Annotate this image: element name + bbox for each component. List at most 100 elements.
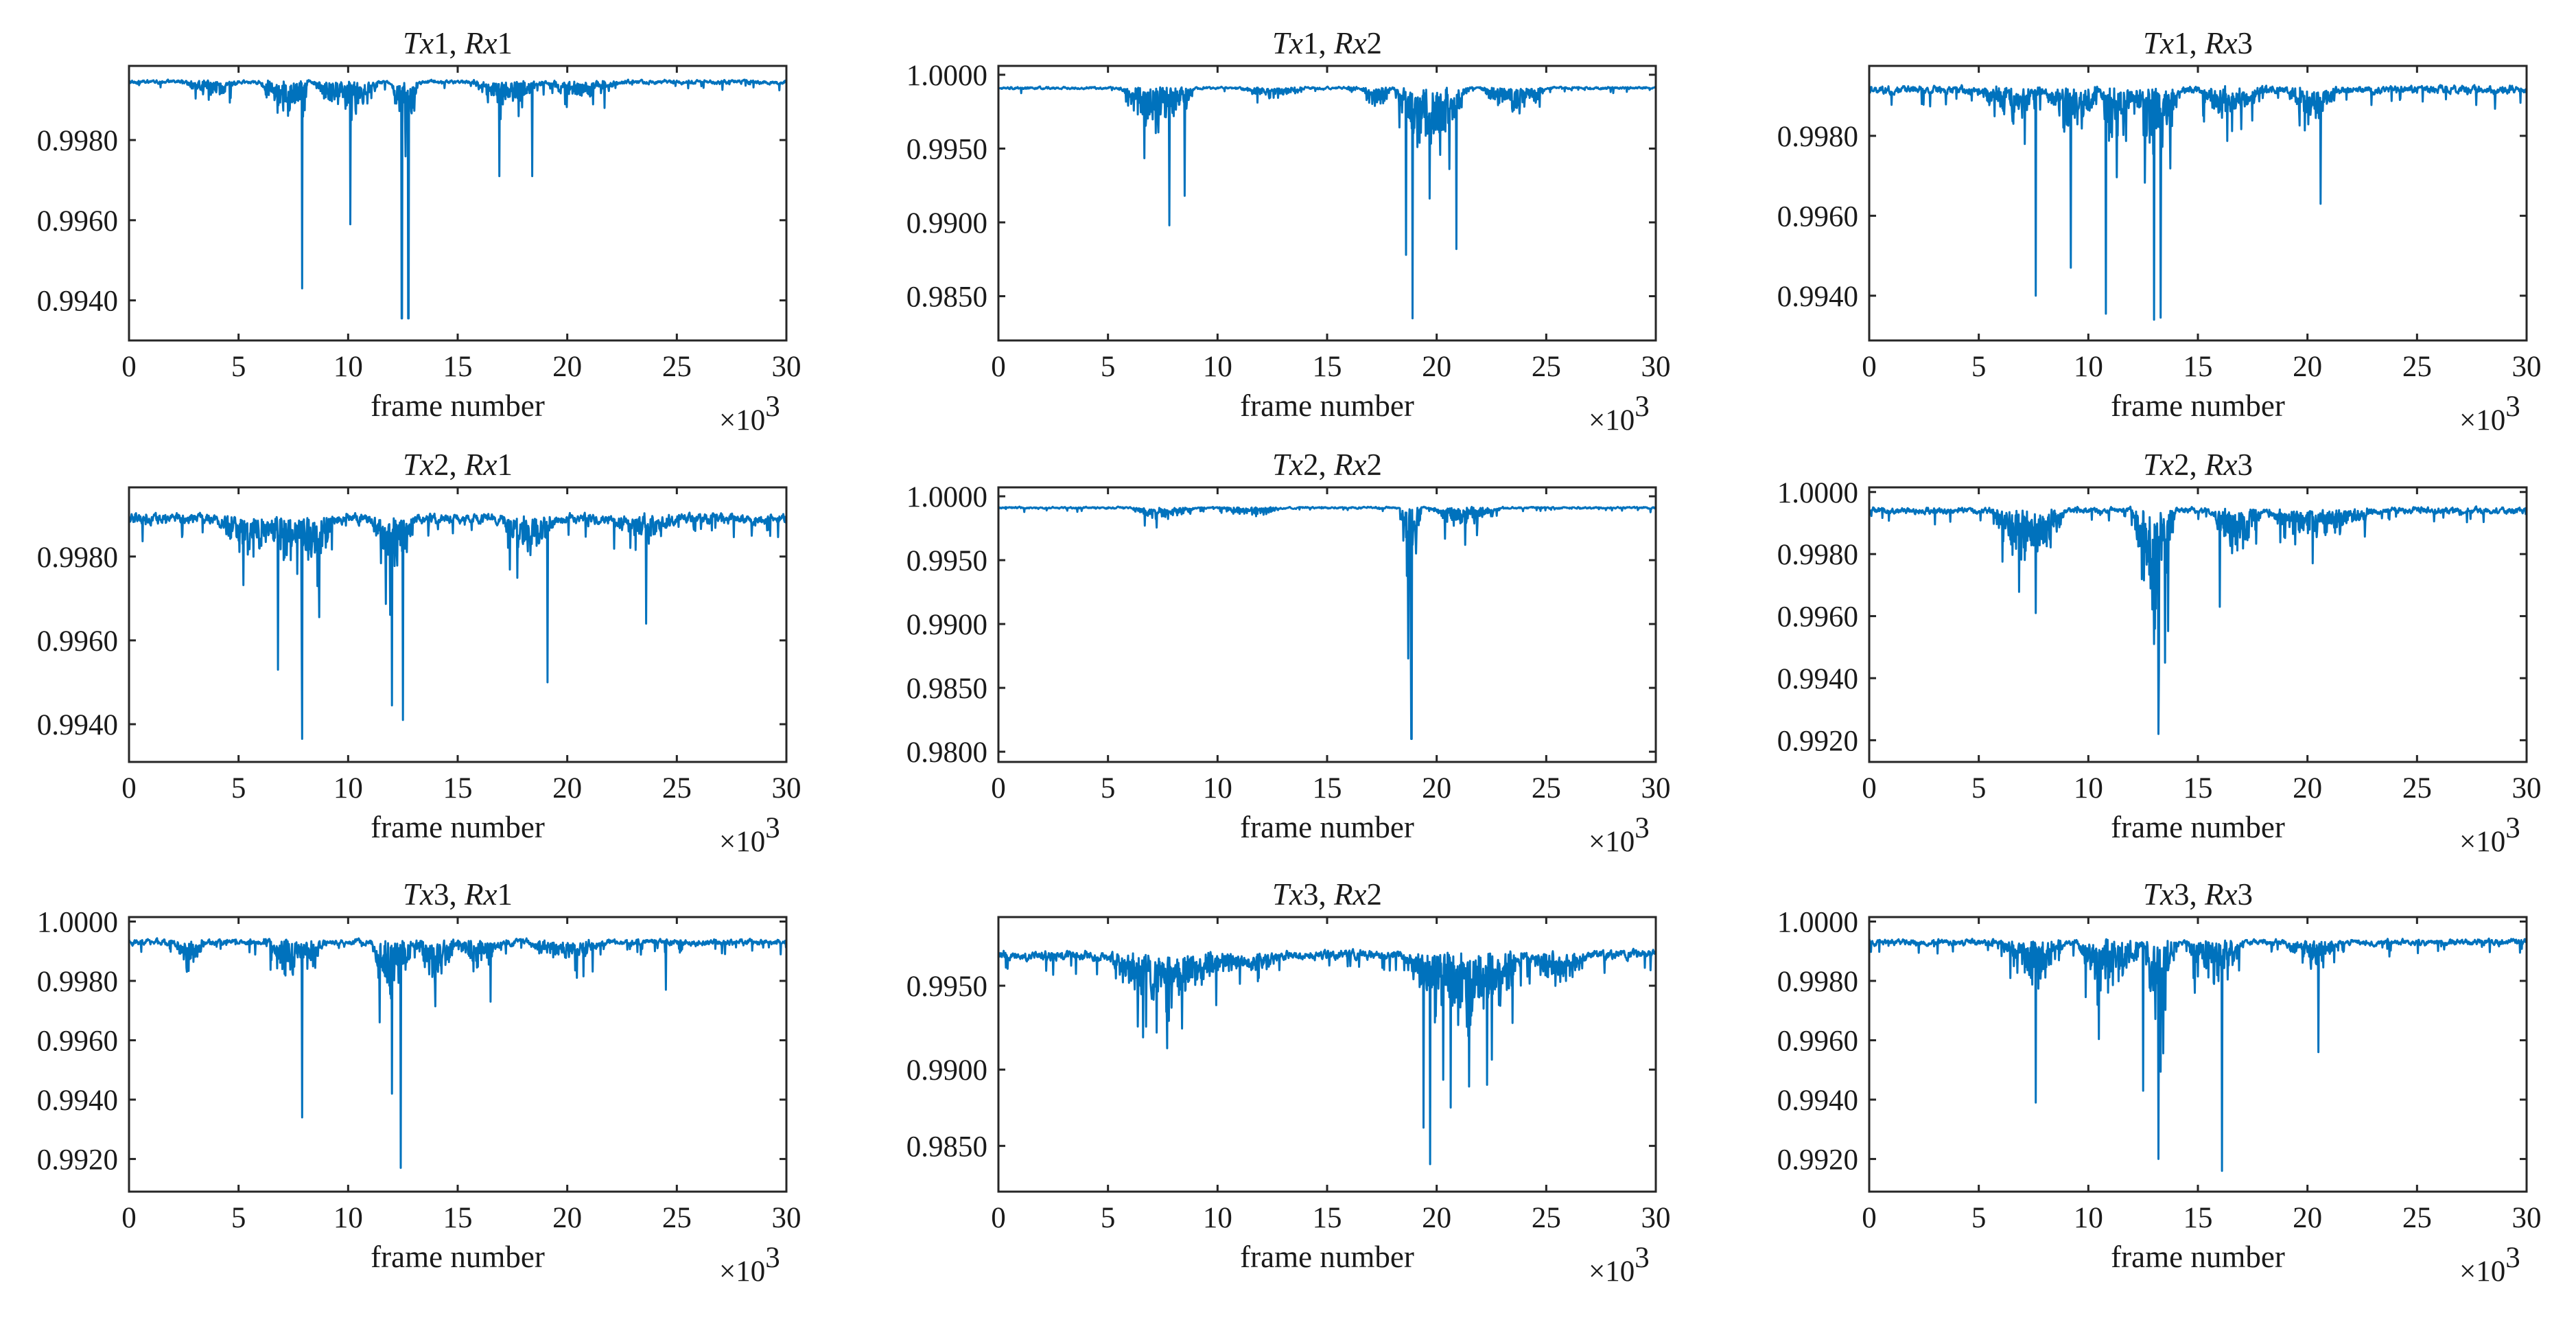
x-multiplier: ×103 [719, 1242, 780, 1288]
series-line [997, 85, 1656, 320]
y-tick-label: 0.9920 [37, 1144, 118, 1176]
subplot-4: Tx2, Rx1 0 5 10 15 20 25 30 0.9940 0.9960 0.9980 fr… [37, 448, 801, 858]
subplot-3: Tx1, Rx3 0 5 10 15 20 25 30 0.9940 0.9960 0.9980 fr… [1777, 26, 2542, 437]
series-line [1868, 937, 2528, 1172]
y-tick-label: 0.9940 [1777, 281, 1858, 313]
x-tick-label: 0 [991, 1202, 1006, 1234]
axes-box [128, 65, 788, 342]
subplot-9: Tx3, Rx3 0 5 10 15 20 25 30 0.9920 0.9940 0.9960 0.… [1777, 877, 2542, 1288]
x-tick-label: 25 [662, 1202, 692, 1234]
y-tick-label: 0.9960 [37, 1025, 118, 1057]
y-tick-label: 0.9850 [906, 281, 987, 313]
y-tick-label: 1.0000 [906, 481, 987, 513]
x-tick-label: 15 [1313, 351, 1342, 383]
x-tick-label: 20 [1422, 1202, 1451, 1234]
x-axis-label: frame number [371, 810, 545, 844]
subplot-title: Tx2, Rx1 [403, 448, 513, 482]
series-line [1868, 84, 2528, 321]
y-tick-label: 0.9940 [37, 1085, 118, 1117]
x-tick-label: 20 [552, 1202, 582, 1234]
x-tick-label: 0 [1862, 1202, 1877, 1234]
y-tick-label: 1.0000 [1777, 906, 1858, 938]
x-axis-label: frame number [1240, 1240, 1414, 1274]
x-tick-label: 25 [1532, 772, 1561, 804]
y-tick-label: 0.9980 [1777, 539, 1858, 571]
y-tick-label: 0.9950 [906, 971, 987, 1003]
subplot-title: Tx1, Rx2 [1272, 26, 1382, 60]
x-tick-label: 25 [2402, 351, 2432, 383]
y-tick-label: 0.9980 [1777, 121, 1858, 153]
x-tick-label: 30 [2512, 1202, 2542, 1234]
y-tick-label: 1.0000 [37, 906, 118, 938]
x-tick-label: 5 [231, 1202, 246, 1234]
series-line [1869, 505, 2527, 735]
x-axis-label: frame number [371, 1240, 545, 1274]
y-tick-label: 0.9980 [37, 125, 118, 157]
subplot-title: Tx3, Rx2 [1272, 877, 1382, 912]
series-line [128, 937, 788, 1169]
series-line [997, 947, 1657, 1166]
x-tick-label: 15 [2183, 772, 2213, 804]
y-tick-label: 1.0000 [906, 60, 987, 92]
x-tick-label: 10 [2074, 351, 2103, 383]
axes-box [1868, 486, 2528, 763]
x-axis-label: frame number [2111, 1240, 2285, 1274]
x-tick-label: 5 [231, 772, 246, 804]
x-tick-label: 30 [1641, 351, 1671, 383]
x-tick-label: 25 [1532, 351, 1561, 383]
y-tick-label: 1.0000 [1777, 477, 1858, 509]
x-axis-label: frame number [2111, 810, 2285, 844]
x-multiplier: ×103 [719, 391, 780, 437]
x-tick-label: 30 [1641, 772, 1671, 804]
x-tick-label: 5 [1101, 351, 1116, 383]
y-tick-label: 0.9950 [906, 545, 987, 577]
x-tick-label: 5 [231, 351, 246, 383]
y-tick-label: 0.9940 [37, 286, 118, 318]
subplot-1: Tx1, Rx1 0 5 10 15 20 25 30 0.9940 0.9960 0.9980 fr… [37, 26, 801, 437]
x-tick-label: 30 [2512, 351, 2542, 383]
x-tick-label: 0 [991, 772, 1006, 804]
y-tick-label: 0.9920 [1777, 725, 1858, 757]
x-tick-label: 30 [772, 1202, 801, 1234]
x-tick-label: 10 [333, 772, 363, 804]
subplot-title: Tx3, Rx1 [403, 877, 513, 912]
y-tick-label: 0.9980 [37, 966, 118, 998]
x-tick-label: 0 [1862, 772, 1877, 804]
y-tick-label: 0.9960 [1777, 601, 1858, 634]
y-tick-label: 0.9980 [1777, 966, 1858, 998]
x-multiplier: ×103 [1589, 1242, 1650, 1288]
x-tick-label: 30 [772, 772, 801, 804]
subplot-6: Tx2, Rx3 0 5 10 15 20 25 30 0.9920 0.9940 0.9960 0.… [1777, 448, 2542, 858]
x-tick-label: 15 [1313, 772, 1342, 804]
x-tick-label: 25 [2402, 772, 2432, 804]
axes-box [128, 916, 788, 1193]
x-tick-label: 30 [2512, 772, 2542, 804]
subplot-title: Tx2, Rx3 [2143, 448, 2253, 482]
x-multiplier: ×103 [719, 812, 780, 858]
y-tick-label: 0.9940 [37, 709, 118, 741]
x-tick-label: 20 [2293, 772, 2322, 804]
subplot-title: Tx1, Rx3 [2143, 26, 2253, 60]
x-tick-label: 15 [443, 351, 473, 383]
series-line [997, 505, 1657, 740]
x-tick-label: 10 [1203, 772, 1232, 804]
x-tick-label: 20 [552, 772, 582, 804]
y-tick-label: 0.9850 [906, 673, 987, 705]
subplot-title: Tx3, Rx3 [2143, 877, 2253, 912]
x-tick-label: 10 [2074, 772, 2103, 804]
subplot-title: Tx1, Rx1 [403, 26, 513, 60]
x-tick-label: 25 [662, 772, 692, 804]
x-tick-label: 15 [1313, 1202, 1342, 1234]
subplot-8: Tx3, Rx2 0 5 10 15 20 25 30 0.9850 0.9900 0.9950 fr… [906, 877, 1671, 1288]
y-tick-label: 0.9900 [906, 609, 987, 641]
y-tick-label: 0.9940 [1777, 663, 1858, 695]
x-tick-label: 10 [333, 351, 363, 383]
y-tick-label: 0.9960 [37, 205, 118, 238]
y-tick-label: 0.9900 [906, 207, 987, 240]
x-tick-label: 20 [552, 351, 582, 383]
x-tick-label: 15 [443, 1202, 473, 1234]
axes-box [997, 65, 1657, 342]
x-multiplier: ×103 [1589, 391, 1650, 437]
subplot-title: Tx2, Rx2 [1272, 448, 1382, 482]
